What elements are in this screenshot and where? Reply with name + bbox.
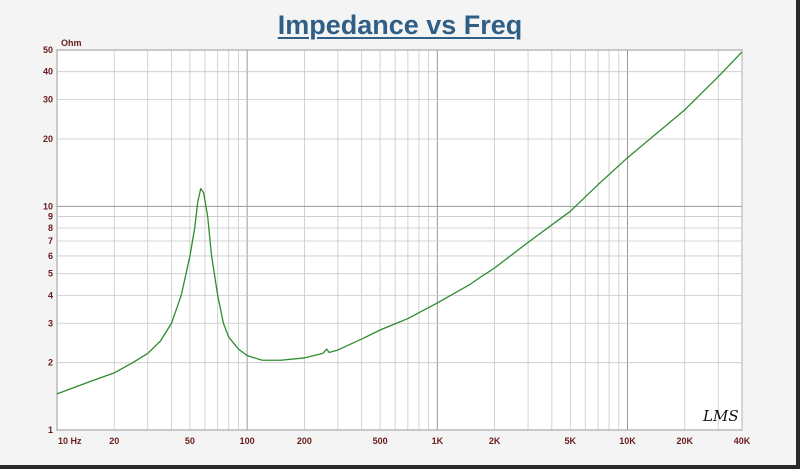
y-tick-label: 40: [43, 67, 53, 77]
x-tick-label: 200: [297, 436, 312, 446]
x-tick-label: 10K: [619, 436, 636, 446]
y-tick-label: 30: [43, 95, 53, 105]
x-tick-label: 5K: [565, 436, 577, 446]
y-tick-label: 50: [43, 45, 53, 55]
x-tick-labels: 10 Hz 20 50 100 200 500 1K 2K 5K 10K 20K 40K: [58, 436, 751, 446]
x-tick-label: 100: [240, 436, 255, 446]
y-tick-label: 8: [48, 223, 53, 233]
lms-logo: LMS: [702, 407, 739, 425]
x-tick-label: 40K: [734, 436, 751, 446]
y-tick-label: 10: [43, 201, 53, 211]
x-tick-label: 50: [185, 436, 195, 446]
x-tick-label: 2K: [489, 436, 501, 446]
x-tick-label: 20: [109, 436, 119, 446]
y-tick-label: 3: [48, 318, 53, 328]
y-tick-label: 1: [48, 425, 53, 435]
y-tick-label: 7: [48, 236, 53, 246]
chart-title: Impedance vs Freq: [277, 10, 523, 40]
impedance-series-line: [56, 51, 743, 395]
series-layer: [56, 51, 743, 395]
grid-lines: [56, 49, 743, 431]
x-tick-label: 10 Hz: [58, 436, 82, 446]
y-tick-label: 20: [43, 134, 53, 144]
x-tick-label: 20K: [676, 436, 693, 446]
plot-area: [56, 49, 743, 431]
x-tick-label: 1K: [432, 436, 444, 446]
x-tick-label: 500: [373, 436, 388, 446]
y-tick-label: 9: [48, 212, 53, 222]
y-axis-unit-label: Ohm: [61, 38, 82, 48]
y-tick-label: 2: [48, 358, 53, 368]
y-tick-label: 5: [48, 269, 53, 279]
y-tick-label: 4: [48, 290, 53, 300]
y-tick-label: 6: [48, 251, 53, 261]
